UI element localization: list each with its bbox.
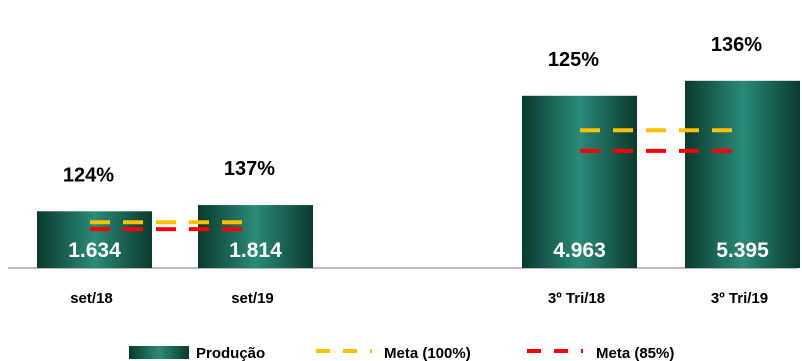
legend-label-meta85: Meta (85%) xyxy=(596,345,674,361)
value-label-4: 5.395 xyxy=(716,239,769,262)
value-label-1: 1.634 xyxy=(68,239,121,262)
category-label-2: set/19 xyxy=(231,290,274,307)
percent-label-1: 124% xyxy=(63,164,114,186)
bar-3 xyxy=(522,95,637,268)
category-label-1: set/18 xyxy=(70,290,113,307)
legend-label-producao: Produção xyxy=(196,345,265,361)
legend: Produção Meta (100%) Meta (85%) xyxy=(129,345,674,361)
percent-label-2: 137% xyxy=(224,158,275,180)
legend-swatch-producao xyxy=(129,346,189,359)
legend-label-meta100: Meta (100%) xyxy=(384,345,471,361)
value-label-2: 1.814 xyxy=(229,239,282,262)
percent-label-4: 136% xyxy=(711,34,762,56)
category-label-3: 3º Tri/18 xyxy=(548,290,605,307)
percent-label-3: 125% xyxy=(548,49,599,71)
category-label-4: 3º Tri/19 xyxy=(711,290,768,307)
value-label-3: 4.963 xyxy=(553,239,606,262)
bar-4 xyxy=(685,80,800,268)
bar-2 xyxy=(198,205,313,268)
